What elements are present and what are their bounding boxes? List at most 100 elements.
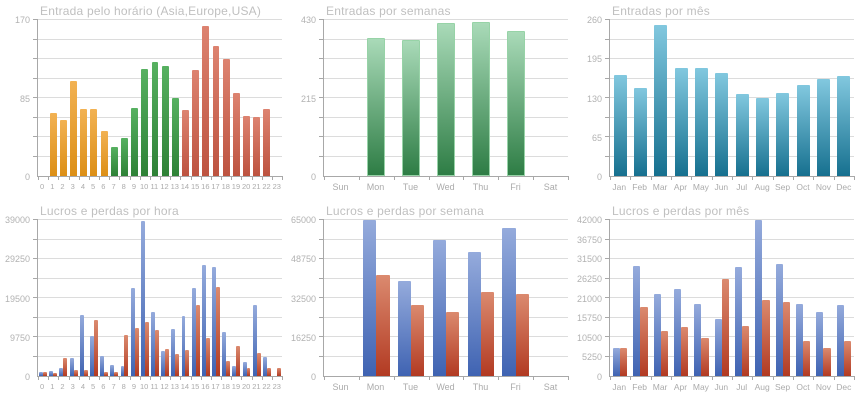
category-slot [38, 20, 48, 176]
x-tick [568, 376, 569, 380]
category-slot [89, 220, 99, 376]
category-slot [429, 20, 464, 176]
gridline [38, 136, 282, 137]
x-tick [129, 376, 131, 380]
x-axis-label: 5 [91, 182, 96, 191]
category-slot [732, 220, 752, 376]
bar [226, 360, 231, 376]
bar [762, 299, 770, 376]
x-tick [630, 376, 632, 380]
y-tick [319, 297, 324, 298]
bar [212, 45, 220, 176]
bars-area [610, 220, 854, 376]
y-tick [605, 97, 610, 98]
y-tick [319, 136, 324, 137]
x-axis-label: Jan [612, 382, 627, 392]
x-tick [324, 176, 325, 180]
category-slot [324, 20, 359, 176]
gridline [610, 19, 854, 20]
y-axis-label: 0 [310, 172, 316, 182]
category-slot [651, 220, 671, 376]
bar [816, 78, 831, 176]
x-tick [752, 376, 754, 380]
bar [93, 320, 98, 376]
bar [755, 98, 770, 176]
category-slot [671, 20, 691, 176]
bar [90, 109, 98, 176]
gridline [38, 77, 282, 79]
bar [653, 293, 661, 376]
bar [715, 73, 729, 176]
y-axis-label: 19500 [4, 293, 30, 304]
bar [836, 305, 844, 376]
bar [49, 371, 54, 376]
category-slot [324, 220, 359, 376]
gridline [610, 297, 854, 298]
bar [79, 315, 84, 376]
x-tick [428, 176, 430, 180]
y-tick [605, 155, 610, 157]
category-slot [610, 20, 630, 176]
x-tick [180, 176, 182, 180]
plot-area [33, 219, 283, 380]
bar [171, 98, 179, 176]
x-tick [149, 176, 151, 180]
chart-title: Entradas por mês [612, 4, 710, 18]
y-axis-labels: 430 215 0 [286, 15, 319, 182]
x-axis-label: 0 [40, 382, 45, 391]
bars-area [38, 220, 282, 376]
x-axis-label: 12 [160, 382, 169, 391]
x-axis-label: 2 [60, 182, 65, 191]
x-axis-label: 14 [180, 382, 190, 391]
x-axis-label: Jul [736, 382, 748, 392]
bar [89, 336, 94, 376]
x-axis-label: Nov [815, 182, 831, 192]
x-axis-labels: Sun Mon Tue Wed Thu Fri Sat [323, 181, 568, 193]
bar [694, 68, 709, 176]
category-slot [834, 20, 854, 176]
bar [654, 24, 668, 176]
bar [151, 62, 159, 176]
bar [124, 334, 129, 376]
x-tick [261, 176, 263, 180]
x-tick [463, 176, 465, 180]
y-axis-label: 39000 [4, 215, 30, 225]
bar [367, 37, 386, 176]
x-axis-label: Jan [612, 182, 627, 192]
gridline [38, 355, 282, 357]
gridline [610, 336, 854, 337]
x-axis-label: Feb [632, 182, 647, 192]
x-tick [221, 176, 222, 180]
bar [432, 240, 446, 376]
plot-area [33, 19, 283, 180]
x-tick [833, 176, 835, 180]
category-slot [221, 20, 231, 176]
y-axis-label: 16250 [290, 332, 316, 343]
x-axis-label: 13 [170, 182, 179, 191]
y-tick [605, 258, 610, 259]
x-axis-label: Wed [436, 382, 455, 392]
x-tick [568, 176, 569, 180]
category-slot [140, 220, 150, 376]
y-tick [605, 19, 610, 20]
category-slot [463, 20, 498, 176]
bar [236, 346, 241, 376]
bar [776, 92, 790, 176]
bar [253, 117, 261, 176]
category-slot [252, 220, 262, 376]
x-axis-label: 19 [231, 182, 241, 191]
x-tick [324, 376, 325, 380]
x-tick [38, 376, 39, 380]
x-axis-label: Aug [754, 382, 770, 392]
x-tick [261, 376, 263, 380]
bar [256, 353, 261, 376]
x-axis-label: Aug [754, 182, 770, 192]
x-tick [68, 376, 70, 380]
category-slot [241, 220, 251, 376]
x-axis-label: 3 [70, 182, 75, 191]
bar [472, 21, 490, 176]
plot-area [605, 19, 855, 180]
y-axis-label: 215 [300, 93, 316, 104]
x-axis-label: Mon [366, 182, 385, 192]
